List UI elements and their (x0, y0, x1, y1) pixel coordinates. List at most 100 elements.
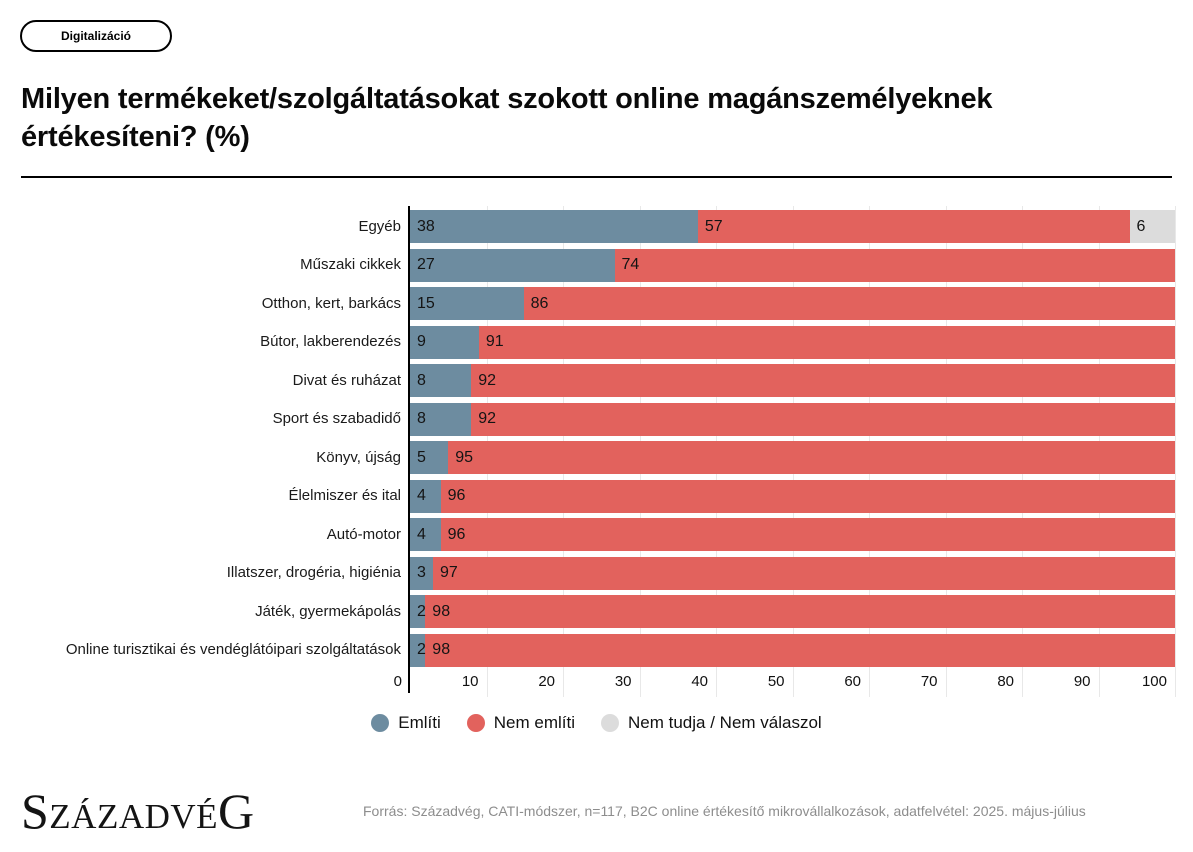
chart-row: Könyv, újság 5 95 (0, 441, 1175, 474)
chart-row: Illatszer, drogéria, higiénia 3 97 (0, 556, 1175, 590)
segment-value: 74 (621, 256, 640, 273)
segment-value: 4 (417, 487, 426, 504)
bar-segment: 98 (425, 633, 1175, 667)
chart-row: Egyéb 38 57 6 (0, 210, 1175, 243)
legend-swatch-icon (371, 713, 390, 732)
bar-segment: 5 (410, 441, 449, 474)
bar: 2 98 (410, 633, 1175, 667)
category-label: Autó-motor (326, 525, 401, 543)
segment-value: 98 (432, 602, 451, 620)
szazadveg-logo: SzázadvéG (21, 783, 255, 839)
segment-value: 27 (417, 256, 435, 273)
chart-row: Műszaki cikkek 27 74 (0, 248, 1175, 282)
bar-segment: 3 (410, 556, 433, 590)
x-tick-label: 30 (614, 672, 632, 690)
x-tick-label: 50 (767, 672, 785, 690)
bar-segment: 96 (440, 518, 1175, 551)
bar: 8 92 (410, 402, 1175, 436)
category-label: Játék, gyermekápolás (255, 602, 401, 620)
bar-segment: 74 (614, 248, 1175, 282)
page-title: Milyen termékeket/szolgáltatásokat szoko… (21, 83, 993, 153)
x-tick-label: 40 (691, 672, 708, 690)
topic-badge: Digitalizáció (20, 20, 172, 52)
bar-segment: 27 (410, 248, 615, 282)
segment-value: 97 (439, 564, 458, 581)
category-label: Otthon, kert, barkács (261, 294, 401, 312)
bar-segment: 8 (410, 364, 472, 397)
chart-row: Autó-motor 4 96 (0, 518, 1175, 551)
category-label: Műszaki cikkek (300, 256, 401, 274)
chart-row: Sport és szabadidő 8 92 (0, 402, 1175, 436)
bar: 27 74 (410, 248, 1175, 282)
segment-value: 15 (417, 294, 435, 312)
x-tick-label: 90 (1073, 672, 1091, 690)
category-label: Illatszer, drogéria, higiénia (226, 564, 401, 582)
bar-segment: 57 (697, 210, 1130, 243)
segment-value: 96 (447, 525, 466, 543)
bar-segment: 8 (410, 402, 472, 436)
x-axis: 0 10 20 30 40 50 60 70 80 90 100 (394, 667, 1175, 697)
legend-swatch-icon (466, 713, 485, 732)
bar-segment: 4 (410, 518, 441, 551)
bar-segment: 97 (432, 556, 1175, 590)
x-tick-label: 10 (461, 672, 479, 690)
gridline-100 (1175, 206, 1176, 697)
bar: 4 96 (410, 518, 1175, 551)
legend-label: Említi (398, 712, 441, 732)
bar-segment: 95 (448, 441, 1175, 474)
category-label: Élelmiszer és ital (288, 487, 401, 505)
legend-item: Nem említi (466, 713, 575, 733)
bar-segment: 96 (440, 479, 1175, 513)
chart-legend: Említi Nem említi Nem tudja / Nem válaszol (0, 713, 1193, 733)
segment-value: 8 (417, 371, 426, 389)
bar: 15 86 (410, 287, 1175, 320)
chart-row: Bútor, lakberendezés 9 91 (0, 325, 1175, 359)
segment-value: 2 (417, 641, 426, 658)
bar: 9 91 (410, 325, 1175, 359)
bar-segment: 15 (410, 287, 524, 320)
bar: 3 97 (410, 556, 1175, 590)
bar-segment: 2 (410, 595, 426, 628)
x-tick-label: 100 (1141, 672, 1167, 690)
bar: 4 96 (410, 479, 1175, 513)
source-text: Forrás: Századvég, CATI-módszer, n=117, … (363, 803, 1086, 819)
segment-value: 4 (417, 525, 426, 543)
segment-value: 5 (417, 448, 426, 466)
x-tick-label: 60 (844, 672, 861, 690)
legend-label: Nem tudja / Nem válaszol (628, 712, 822, 732)
x-tick-label: 20 (538, 672, 555, 690)
category-label: Online turisztikai és vendéglátóipari sz… (65, 641, 401, 659)
segment-value: 38 (417, 217, 435, 235)
bar-segment: 92 (471, 402, 1175, 436)
category-label: Könyv, újság (316, 448, 401, 466)
segment-value: 9 (417, 333, 426, 350)
bar-segment: 9 (410, 325, 479, 359)
title-divider (21, 176, 1172, 178)
segment-value: 98 (432, 641, 451, 658)
chart-row: Élelmiszer és ital 4 96 (0, 479, 1175, 513)
bar: 8 92 (410, 364, 1175, 397)
chart-rows: Egyéb 38 57 6 Műszaki cikkek 27 74 Otthon, kert… (0, 210, 1175, 667)
segment-value: 96 (447, 487, 466, 504)
legend-swatch-icon (601, 713, 620, 732)
x-tick-label: 80 (997, 672, 1014, 690)
bar-segment: 86 (523, 287, 1175, 320)
bar-segment: 91 (478, 325, 1175, 359)
x-tick-label: 70 (920, 672, 938, 690)
stacked-bar-chart: Egyéb 38 57 6 Műszaki cikkek 27 74 Otthon, kert… (0, 206, 1176, 697)
segment-value: 95 (455, 448, 474, 466)
bar: 5 95 (410, 441, 1175, 474)
chart-row: Játék, gyermekápolás 2 98 (0, 595, 1175, 628)
bar-segment: 92 (471, 364, 1175, 397)
bar-segment: 38 (410, 210, 698, 243)
chart-row: Online turisztikai és vendéglátóipari sz… (0, 633, 1175, 667)
segment-value: 8 (417, 410, 426, 427)
segment-value: 6 (1136, 217, 1146, 235)
footer: SzázadvéG Forrás: Századvég, CATI-módsze… (21, 783, 1172, 839)
category-label: Sport és szabadidő (272, 410, 401, 428)
segment-value: 2 (417, 602, 426, 620)
legend-item: Nem tudja / Nem válaszol (601, 713, 822, 733)
bar-segment: 4 (410, 479, 441, 513)
topic-badge-label: Digitalizáció (60, 29, 131, 43)
